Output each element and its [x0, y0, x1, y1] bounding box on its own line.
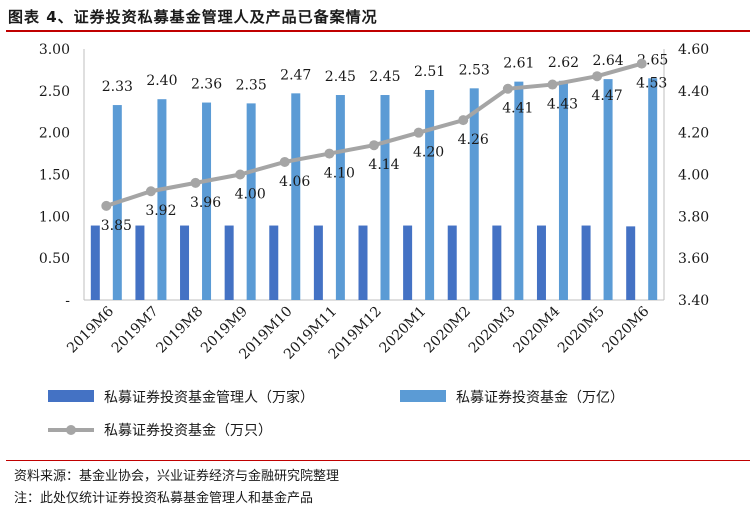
- left-tick-label: 1.50: [39, 168, 70, 184]
- right-tick-label: 4.60: [678, 42, 709, 58]
- x-tick-label: 2020M6: [600, 303, 653, 356]
- x-tick-label: 2019M8: [153, 304, 206, 357]
- bar-funds-label: 2.33: [102, 79, 133, 95]
- legend-label-products: 私募证券投资基金（万只）: [104, 422, 272, 439]
- bar-managers: [581, 225, 591, 300]
- line-products-label: 4.00: [235, 187, 266, 203]
- line-products-label: 4.26: [458, 132, 489, 148]
- bar-managers: [135, 225, 145, 300]
- line-products-point: [413, 127, 424, 138]
- line-products-point: [636, 58, 647, 69]
- bar-funds: [514, 81, 524, 300]
- source-note: 资料来源：基金业协会，兴业证券经济与金融研究院整理: [14, 469, 340, 484]
- bar-funds-label: 2.53: [459, 62, 490, 78]
- legend-swatch-products-point: [66, 425, 76, 435]
- left-tick-label: 1.00: [39, 209, 70, 225]
- bar-funds-label: 2.64: [592, 53, 623, 69]
- line-products-label: 4.47: [591, 88, 622, 104]
- bar-funds-label: 2.45: [325, 69, 356, 85]
- bar-managers: [626, 226, 636, 300]
- bar-managers: [313, 225, 323, 300]
- right-tick-label: 3.40: [678, 293, 709, 309]
- right-tick-label: 3.80: [678, 209, 709, 225]
- bar-funds: [648, 78, 658, 301]
- line-products-point: [592, 71, 603, 82]
- line-products-label: 3.85: [101, 218, 132, 234]
- bar-managers: [224, 225, 234, 300]
- bar-funds-label: 2.36: [191, 77, 222, 93]
- x-tick-label: 2019M6: [64, 303, 117, 356]
- left-tick-label: -: [65, 293, 70, 309]
- line-products-label: 3.96: [190, 195, 221, 211]
- line-products-label: 4.14: [368, 157, 399, 173]
- line-products-point: [547, 79, 558, 90]
- bar-funds: [469, 88, 479, 300]
- bar-funds-label: 2.47: [280, 67, 311, 83]
- x-tick-label: 2019M7: [109, 304, 162, 357]
- bar-managers: [447, 225, 457, 300]
- bar-managers: [90, 225, 100, 300]
- line-products-point: [502, 83, 513, 94]
- right-tick-label: 3.60: [678, 251, 709, 267]
- x-tick-label: 2020M1: [376, 304, 429, 357]
- x-tick-label: 2020M2: [421, 304, 474, 357]
- left-tick-label: 0.50: [39, 251, 70, 267]
- bar-funds-label: 2.62: [548, 55, 579, 71]
- bar-managers: [492, 225, 502, 300]
- legend-label-managers: 私募证券投资基金管理人（万家）: [104, 389, 314, 406]
- bar-funds: [425, 89, 435, 300]
- bar-funds: [335, 95, 345, 301]
- line-products-point: [235, 169, 246, 180]
- footnote: 注：此处仅统计证券投资私募基金管理人和基金产品: [14, 491, 314, 506]
- bar-funds: [246, 103, 256, 300]
- bar-funds: [291, 93, 301, 301]
- right-tick-label: 4.20: [678, 126, 709, 142]
- bar-managers: [269, 225, 279, 300]
- x-tick-label: 2020M3: [466, 304, 519, 357]
- line-products-point: [279, 156, 290, 167]
- line-products-label: 4.20: [413, 145, 444, 161]
- line-products-point: [190, 177, 201, 188]
- line-products-point: [324, 148, 335, 159]
- left-tick-label: 2.50: [39, 84, 70, 100]
- right-tick-label: 4.40: [678, 84, 709, 100]
- left-tick-label: 3.00: [39, 42, 70, 58]
- line-products-label: 4.10: [324, 166, 355, 182]
- chart-title: 图表 4、证券投资私募基金管理人及产品已备案情况: [8, 8, 378, 26]
- bar-funds-label: 2.40: [146, 73, 177, 89]
- line-products-point: [145, 186, 156, 197]
- bar-funds: [202, 102, 212, 301]
- line-products-point: [369, 140, 379, 151]
- source-rule: [6, 460, 750, 461]
- left-tick-label: 2.00: [39, 126, 70, 142]
- legend-swatch-managers: [48, 390, 94, 402]
- bar-funds: [157, 99, 167, 300]
- line-products-label: 3.92: [145, 203, 176, 219]
- bar-managers: [180, 225, 190, 300]
- bar-funds: [380, 95, 390, 301]
- bar-funds-label: 2.45: [369, 69, 400, 85]
- bar-funds-label: 2.61: [503, 56, 534, 72]
- bar-managers: [358, 225, 368, 300]
- title-rule: [6, 30, 750, 32]
- line-products-label: 4.53: [636, 76, 667, 92]
- line-products-label: 4.43: [547, 97, 578, 113]
- right-tick-label: 4.00: [678, 168, 709, 184]
- legend-swatch-funds: [400, 390, 446, 402]
- line-products-label: 4.06: [279, 174, 310, 190]
- line-products-point: [458, 115, 469, 126]
- x-tick-label: 2020M4: [510, 303, 563, 356]
- legend-label-funds: 私募证券投资基金（万亿）: [456, 389, 624, 406]
- bar-managers: [536, 225, 546, 300]
- bar-funds: [603, 79, 613, 301]
- line-products-label: 4.41: [502, 101, 533, 117]
- bar-funds: [558, 80, 568, 300]
- bar-managers: [403, 225, 413, 300]
- x-tick-label: 2020M5: [555, 304, 608, 357]
- line-products-point: [101, 200, 112, 211]
- bar-funds-label: 2.51: [414, 64, 445, 80]
- bar-funds-label: 2.35: [236, 77, 267, 93]
